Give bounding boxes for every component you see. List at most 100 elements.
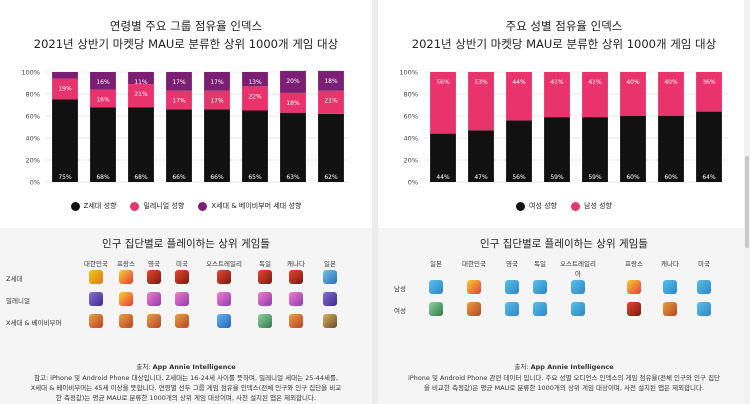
scrollbar[interactable]: [744, 0, 750, 404]
column-header: 대한민국: [462, 260, 486, 268]
scrollbar-thumb[interactable]: [745, 156, 749, 248]
bar-segment: [506, 120, 532, 182]
note-line-2: 을 비교한 측정값)은 평균 MAU로 분류한 1000개의 상위 게임 대상이…: [423, 384, 705, 392]
gender-stacked-bar-chart: 0% 20% 40% 60% 80% 100% 44% 56% 47% 53% 56% 44% 59% 4…: [399, 69, 728, 187]
legend-item: 밀레니얼 성향: [130, 201, 184, 211]
bar-segment: [90, 107, 116, 182]
among-us-icon: [175, 270, 189, 284]
among-us-icon: [147, 270, 161, 284]
data-label: 63%: [286, 174, 300, 181]
brawl-character-icon: [119, 270, 133, 284]
data-label: 18%: [286, 100, 300, 107]
among-us-icon: [627, 302, 641, 316]
data-label: 16%: [96, 97, 110, 104]
pokemon-go-icon: [697, 302, 711, 316]
chart-legend: 여성 성향 남성 성향: [378, 201, 750, 211]
column-header: 일본: [324, 260, 336, 268]
legend-label: Z세대 성향: [83, 202, 117, 210]
pokemon-go-icon: [571, 280, 585, 294]
age-panel: 연령별 주요 그룹 점유율 인덱스 2021년 상반기 마켓당 MAU로 분류한…: [0, 0, 372, 404]
bar-segment: [696, 111, 722, 182]
note-line-3: 한 측정값)는 평균 MAU로 분류한 1000개의 상위 게임 대상이며, 사…: [55, 394, 317, 402]
bar-segment: [582, 72, 608, 118]
games-section-title: 인구 집단별로 플레이하는 상위 게임들: [480, 238, 648, 250]
data-label: 41%: [588, 79, 602, 86]
bar-segment: [52, 72, 78, 79]
bar-segment: [318, 113, 344, 182]
y-tick-label: 0%: [408, 179, 418, 187]
bar-segment: [166, 109, 192, 182]
y-tick-label: 100%: [399, 69, 418, 77]
data-label: 68%: [134, 174, 148, 181]
data-label: 56%: [512, 174, 526, 181]
row-label: 여성: [394, 307, 406, 315]
column-header: 독일: [259, 260, 271, 268]
bar-segment: [658, 116, 684, 182]
data-label: 17%: [210, 79, 224, 86]
data-label: 13%: [248, 79, 262, 86]
column-header: 프랑스: [625, 260, 643, 268]
data-label: 17%: [172, 79, 186, 86]
bar-segment: [204, 109, 230, 182]
y-tick-label: 80%: [404, 91, 418, 99]
puzzle-game-icon: [89, 292, 103, 306]
y-tick-label: 40%: [404, 135, 418, 143]
y-tick-label: 40%: [26, 135, 40, 143]
bar-segment: [620, 116, 646, 182]
legend-label: 밀레니얼 성향: [143, 202, 185, 210]
data-label: 17%: [210, 98, 224, 105]
gender-games-area: [378, 228, 750, 404]
candy-puzzle-icon: [147, 292, 161, 306]
bar-segment: [544, 117, 570, 182]
chart-subtitle: 2021년 상반기 마켓당 MAU로 분류한 상위 1000개 게임 대상: [411, 37, 717, 51]
pokemon-go-icon: [505, 302, 519, 316]
bar-segment: [318, 90, 344, 114]
data-label: 21%: [324, 98, 338, 105]
source-label: 출처:: [514, 363, 529, 371]
among-us-icon: [258, 270, 272, 284]
data-label: 66%: [210, 174, 224, 181]
bar-segment: [280, 70, 306, 93]
y-tick-label: 0%: [30, 179, 40, 187]
data-label: 75%: [58, 174, 72, 181]
source-label: 출처:: [136, 363, 151, 371]
data-label: 62%: [324, 174, 338, 181]
card-game-icon: [175, 314, 189, 328]
chart-title: 연령별 주요 그룹 점유율 인덱스: [109, 19, 263, 33]
pokemon-go-icon: [533, 302, 547, 316]
row-label: X세대 & 베이비부머: [6, 319, 62, 327]
bar-segment: [242, 72, 268, 87]
y-tick-label: 20%: [26, 157, 40, 165]
data-label: 20%: [286, 78, 300, 85]
row-label: Z세대: [6, 275, 23, 283]
legend-item: X세대 & 베이비부머 세대 성향: [198, 201, 301, 211]
legend-label: X세대 & 베이비부머 세대 성향: [211, 202, 302, 210]
data-label: 44%: [512, 79, 526, 86]
data-label: 21%: [134, 91, 148, 98]
candy-puzzle-icon: [289, 292, 303, 306]
legend-label: 여성 성향: [529, 202, 557, 210]
brawl-character-icon: [627, 280, 641, 294]
panel-divider: [372, 0, 378, 404]
column-header: 영국: [506, 260, 518, 268]
bar-segment: [280, 112, 306, 182]
legend-item: 남성 성향: [571, 201, 612, 211]
bar-segment: [128, 107, 154, 182]
games-section-title: 인구 집단별로 플레이하는 상위 게임들: [102, 238, 270, 250]
source-line: 출처: App Annie Intelligence: [378, 362, 750, 372]
bomb-game-icon: [89, 270, 103, 284]
bar-segment: [52, 99, 78, 182]
bar-segment: [430, 72, 456, 134]
bar-segment: [658, 72, 684, 116]
data-label: 60%: [626, 174, 640, 181]
legend-label: 남성 성향: [584, 202, 612, 210]
bar-segment: [468, 72, 494, 131]
strategy-game-icon: [323, 314, 337, 328]
card-game-icon: [663, 302, 677, 316]
bar-segment: [204, 90, 230, 110]
chart-title: 주요 성별 점유율 인덱스: [505, 19, 623, 33]
column-header: 프랑스: [117, 260, 135, 268]
column-header: 영국: [148, 260, 160, 268]
chart-subtitle: 2021년 상반기 마켓당 MAU로 분류한 상위 1000개 게임 대상: [33, 37, 339, 51]
candy-puzzle-icon: [217, 292, 231, 306]
